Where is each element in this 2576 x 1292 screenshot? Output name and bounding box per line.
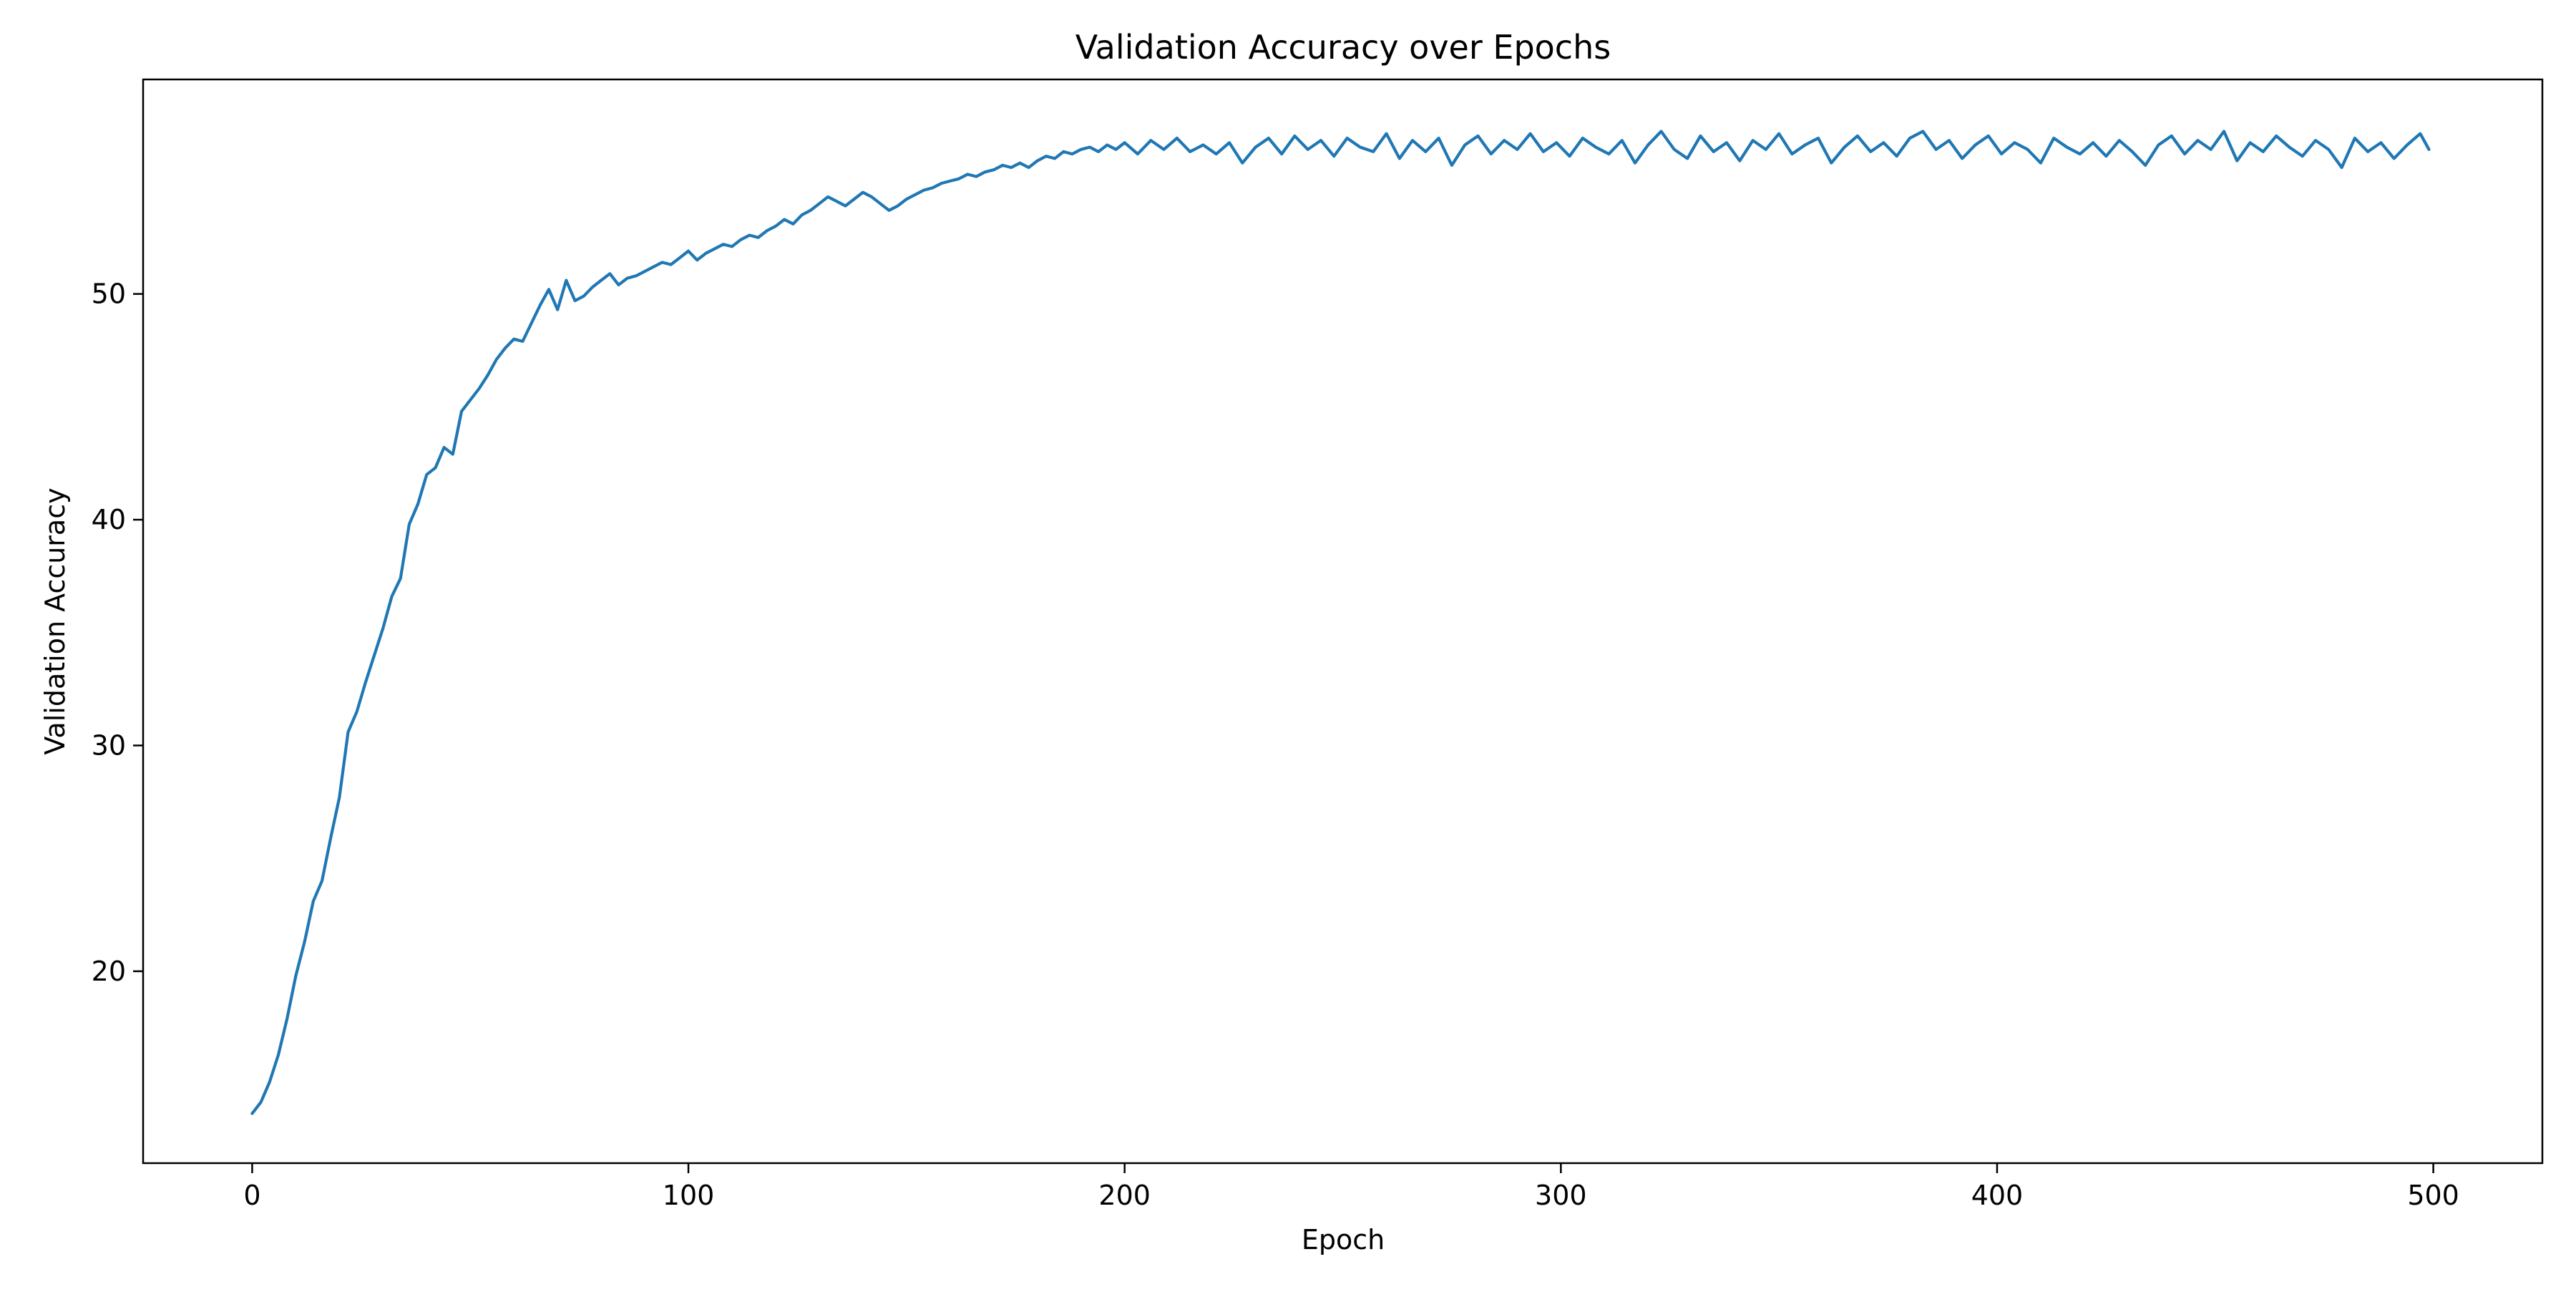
x-tick-label: 300 <box>1535 1180 1587 1211</box>
x-axis-label: Epoch <box>1302 1224 1385 1255</box>
series-line-validation-accuracy <box>250 130 2431 1115</box>
plot-frame <box>142 78 2544 1165</box>
y-axis-ticks: 20 30 40 50 <box>92 278 143 987</box>
chart-title: Validation Accuracy over Epochs <box>1075 28 1611 67</box>
x-tick-label: 200 <box>1098 1180 1151 1211</box>
y-tick-label: 20 <box>92 956 126 987</box>
y-tick-label: 30 <box>92 729 126 761</box>
y-axis-label: Validation Accuracy <box>39 487 71 754</box>
x-tick-label: 500 <box>2407 1180 2459 1211</box>
y-tick-label: 40 <box>92 504 126 535</box>
x-axis-ticks: 0 100 200 300 400 500 <box>243 1163 2459 1211</box>
y-tick-label: 50 <box>92 278 126 310</box>
x-tick-label: 400 <box>1971 1180 2024 1211</box>
x-tick-label: 0 <box>243 1180 260 1211</box>
x-tick-label: 100 <box>663 1180 715 1211</box>
